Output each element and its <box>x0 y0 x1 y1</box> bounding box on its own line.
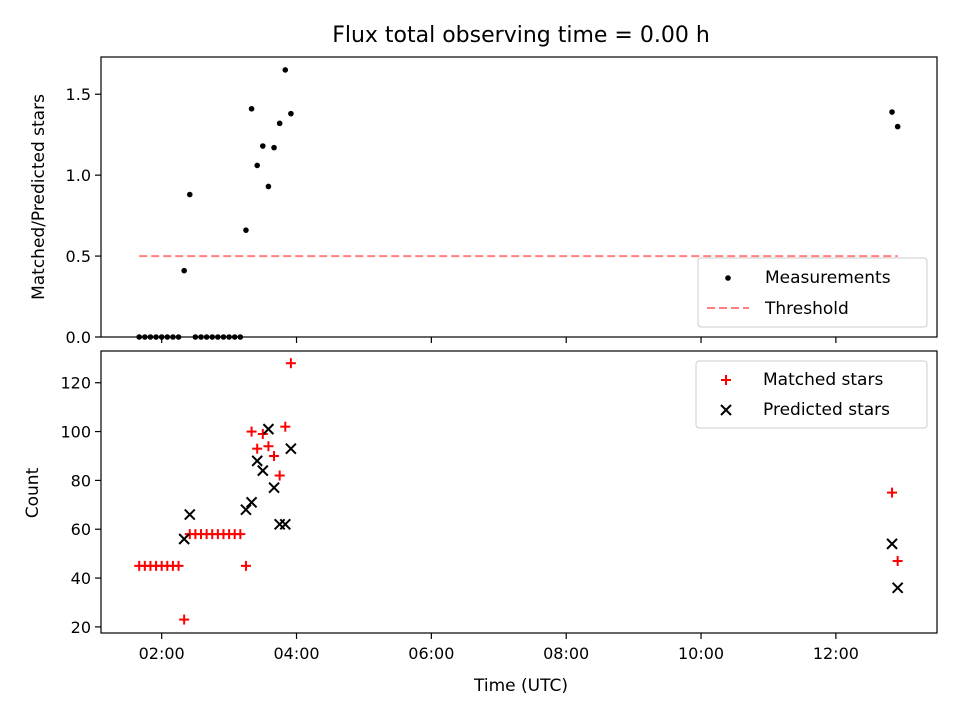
matched-star-point <box>252 443 263 454</box>
measurement-point <box>220 334 227 340</box>
y-tick-label: 1.5 <box>66 85 91 104</box>
measurement-point <box>288 110 294 117</box>
predicted-star-point <box>886 538 898 550</box>
matched-star-point <box>235 529 246 540</box>
y-tick-label: 60 <box>71 520 91 539</box>
bottom-legend: Matched stars Predicted stars <box>695 360 928 429</box>
measurement-point <box>192 334 199 340</box>
y-tick-label: 120 <box>60 374 91 393</box>
measurement-point <box>147 334 154 340</box>
predicted-star-point <box>268 482 280 494</box>
measurement-point <box>276 120 283 127</box>
top-legend: Measurements Threshold <box>697 257 928 328</box>
y-tick-label: 100 <box>60 423 91 442</box>
predicted-star-point <box>184 508 196 521</box>
measurement-point <box>153 334 159 340</box>
predicted-star-point <box>245 496 258 509</box>
top-y-axis-label: Matched/Predicted stars <box>29 94 49 300</box>
y-tick-label: 40 <box>71 569 91 588</box>
measurement-point <box>203 334 210 340</box>
predicted-star-point <box>251 455 263 467</box>
legend-measurements-label: Measurements <box>765 268 891 288</box>
matched-star-point <box>280 421 291 432</box>
measurement-point <box>136 334 143 340</box>
measurement-point <box>181 267 187 274</box>
legend-predicted-label: Predicted stars <box>763 400 890 420</box>
matched-star-point <box>263 441 274 452</box>
measurement-point <box>243 227 249 233</box>
measurement-point <box>226 334 232 340</box>
measurement-point <box>175 334 182 340</box>
measurement-point <box>170 334 176 340</box>
matched-star-point <box>257 429 268 440</box>
measurement-point <box>271 144 277 151</box>
x-tick-label: 08:00 <box>543 644 589 663</box>
measurement-point <box>894 123 901 130</box>
predicted-star-point <box>279 518 291 531</box>
matched-star-point <box>173 560 184 571</box>
matched-star-point <box>285 358 296 369</box>
measurement-point <box>209 334 216 340</box>
predicted-star-point <box>240 503 252 516</box>
predicted-star-point <box>257 464 269 477</box>
matched-star-point <box>269 450 280 461</box>
measurement-point <box>215 334 221 340</box>
measurement-point <box>248 105 255 112</box>
x-tick-label: 06:00 <box>408 644 454 663</box>
bottom-panel: 20 40 60 80 100 120 02:00 04:00 06:00 08:00 10:00 1… <box>60 350 938 663</box>
measurement-point <box>260 143 266 149</box>
measurement-point <box>158 334 165 340</box>
x-tick-label: 04:00 <box>273 644 319 663</box>
y-tick-label: 0.0 <box>66 328 91 347</box>
x-tick-label: 10:00 <box>678 644 724 663</box>
x-tick-label: 12:00 <box>813 644 859 663</box>
top-panel: 0.0 0.5 1.0 1.5 Measurements Threshold <box>66 56 938 347</box>
matched-star-point <box>274 470 285 481</box>
y-tick-label: 0.5 <box>66 247 91 266</box>
x-axis-label: Time (UTC) <box>473 676 568 696</box>
matched-star-point <box>887 487 898 498</box>
matched-star-point <box>240 560 251 571</box>
measurement-point <box>265 183 272 190</box>
measurement-point <box>282 67 289 73</box>
predicted-star-point <box>891 582 904 594</box>
legend-matched-label: Matched stars <box>763 370 883 390</box>
x-tick-label: 02:00 <box>139 644 185 663</box>
measurement-point <box>231 334 238 340</box>
measurement-point <box>164 334 171 340</box>
predicted-star-point <box>178 533 190 545</box>
measurement-point <box>142 334 148 340</box>
predicted-star-point <box>285 442 297 455</box>
measurement-point <box>186 191 193 198</box>
matched-star-point <box>892 555 903 566</box>
measurement-point <box>198 334 204 340</box>
y-tick-label: 20 <box>71 618 91 637</box>
y-tick-label: 80 <box>71 471 91 490</box>
bottom-y-axis-label: Count <box>23 467 43 518</box>
y-tick-label: 1.0 <box>66 166 91 185</box>
measurement-point <box>254 162 260 169</box>
predicted-star-point <box>262 423 275 435</box>
matched-star-point <box>246 426 257 437</box>
measurement-point <box>237 334 244 340</box>
measurement-point <box>889 109 895 115</box>
legend-threshold-label: Threshold <box>764 299 849 319</box>
chart-title: Flux total observing time = 0.00 h <box>332 23 710 48</box>
matched-star-point <box>179 614 190 625</box>
